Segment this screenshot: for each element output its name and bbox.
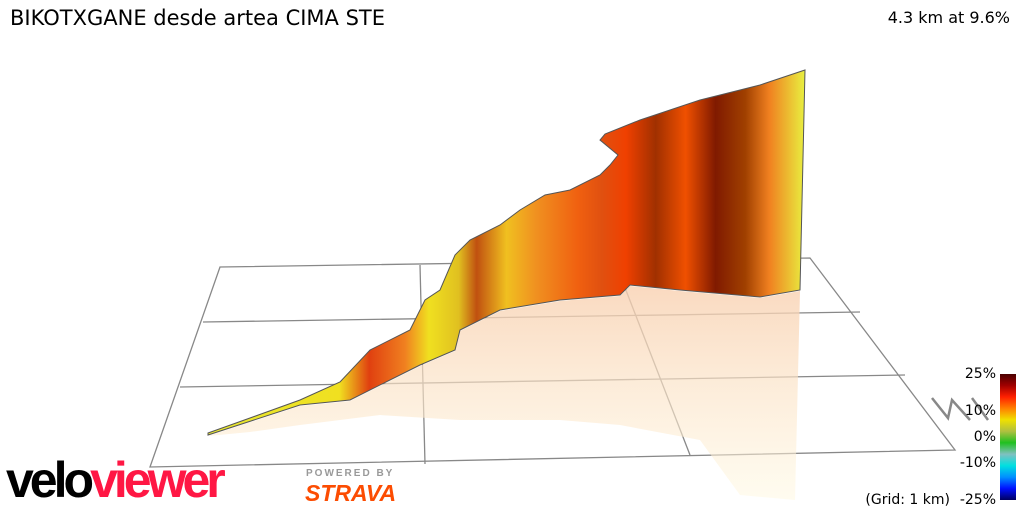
- legend-tick: -25%: [959, 492, 996, 508]
- profile-reflection: [208, 286, 800, 500]
- gradient-colorbar: [1000, 374, 1016, 500]
- chart-title: BIKOTXGANE desde artea CIMA STE: [10, 6, 386, 30]
- legend-tick: 0%: [973, 429, 996, 445]
- powered-by-label: POWERED BY: [306, 468, 395, 479]
- profile-wall: [207, 69, 806, 436]
- legend-tick: 25%: [964, 366, 996, 382]
- strava-logo: STRAVA: [305, 480, 397, 506]
- legend-tick: 10%: [964, 403, 996, 419]
- climb-summary: 4.3 km at 9.6%: [887, 8, 1010, 27]
- legend-tick: -10%: [959, 455, 996, 471]
- veloviewer-logo: veloviewer: [6, 452, 226, 508]
- grid-scale-label: (Grid: 1 km): [865, 492, 950, 508]
- north-arrow-icon: [931, 397, 990, 421]
